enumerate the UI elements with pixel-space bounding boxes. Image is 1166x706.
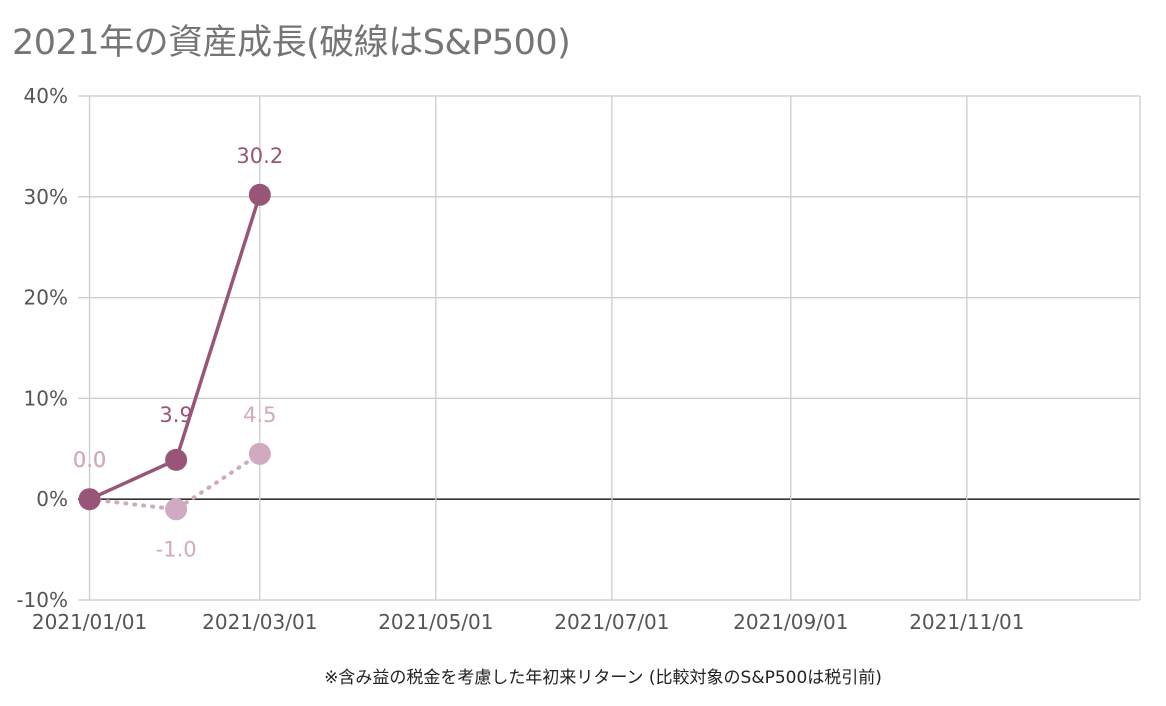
- data-label: -1.0: [156, 537, 197, 561]
- x-axis-ticks: 2021/01/01 2021/03/01 2021/05/01 2021/07/01…: [32, 610, 1025, 634]
- data-label: 4.5: [243, 403, 276, 427]
- data-point: [165, 498, 188, 521]
- data-point: [248, 183, 271, 206]
- x-tick-label: 2021/05/01: [378, 610, 493, 634]
- gridlines: [78, 95, 1141, 601]
- footnote: ※含み益の税金を考慮した年初来リターン (比較対象のS&P500は税引前): [324, 668, 882, 688]
- data-label: 30.2: [236, 144, 283, 168]
- data-point: [248, 442, 271, 465]
- x-tick-label: 2021/11/01: [909, 610, 1024, 634]
- y-tick-label: 30%: [24, 185, 68, 209]
- data-labels: 0.03.930.20.0-1.04.5: [73, 144, 283, 561]
- x-tick-label: 2021/09/01: [733, 610, 848, 634]
- data-point: [165, 448, 188, 471]
- y-tick-label: 0%: [36, 487, 68, 511]
- y-tick-label: 20%: [24, 286, 68, 310]
- data-label: 0.0: [73, 448, 106, 472]
- data-label: 0.0: [73, 448, 106, 472]
- y-tick-label: -10%: [16, 588, 68, 612]
- x-tick-label: 2021/07/01: [554, 610, 669, 634]
- data-label: 3.9: [159, 403, 192, 427]
- series-layer: [78, 183, 271, 521]
- series-line-1: [87, 451, 262, 512]
- data-point: [78, 488, 101, 511]
- y-tick-label: 40%: [24, 84, 68, 108]
- x-tick-label: 2021/03/01: [202, 610, 317, 634]
- y-tick-label: 10%: [24, 386, 68, 410]
- y-axis-ticks: -10% 0% 10% 20% 30% 40%: [16, 84, 68, 612]
- chart-title: 2021年の資産成長(破線はS&P500): [12, 23, 571, 63]
- x-tick-label: 2021/01/01: [32, 610, 147, 634]
